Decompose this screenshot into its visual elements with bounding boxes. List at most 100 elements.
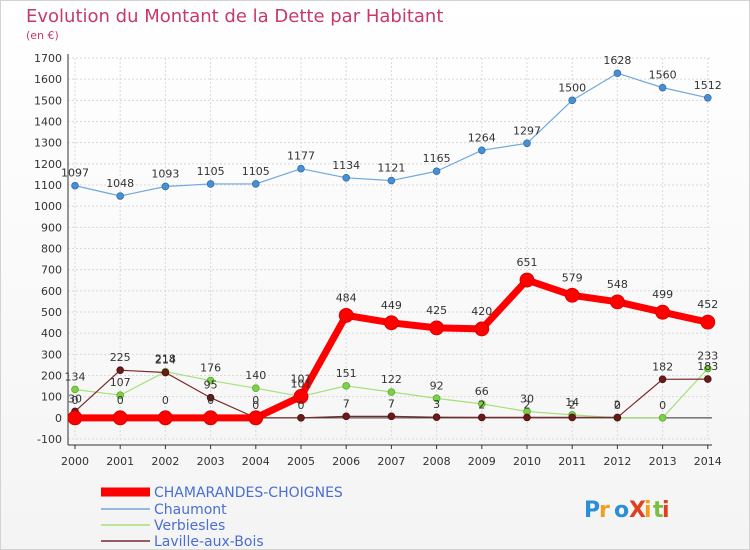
legend-label-chaumont: Chaumont [154, 502, 227, 518]
data-point [477, 413, 486, 422]
data-label: 1297 [513, 124, 541, 137]
data-point [206, 180, 215, 188]
data-label: 30 [68, 392, 82, 405]
x-tick-label: 2010 [513, 455, 541, 468]
data-label: 182 [652, 360, 673, 373]
y-tick-label: 400 [41, 327, 62, 340]
data-point [203, 410, 219, 426]
data-point [568, 96, 576, 105]
data-label: 579 [562, 271, 583, 284]
y-tick-label: 200 [41, 370, 62, 383]
data-label: 1512 [694, 79, 722, 92]
data-label: 548 [607, 278, 628, 291]
data-point [568, 413, 576, 422]
y-tick-label: 600 [41, 285, 62, 298]
y-tick-label: 1400 [34, 116, 62, 129]
data-label: 1121 [377, 162, 405, 175]
data-label: 218 [155, 353, 176, 366]
logo-letter: P [584, 498, 600, 523]
data-label: 2 [569, 398, 576, 411]
y-tick-label: 1700 [34, 52, 62, 65]
data-point [432, 413, 441, 421]
data-label: 140 [245, 369, 266, 382]
data-point [477, 146, 486, 155]
data-point [206, 376, 215, 385]
data-point [112, 410, 128, 426]
logo-letter: i [662, 498, 670, 523]
legend-label-chamarandes-choignes: CHAMARANDES-CHOIGNES [154, 485, 343, 501]
y-tick-label: 800 [41, 243, 62, 256]
x-tick-label: 2001 [106, 455, 134, 468]
x-tick-label: 2003 [197, 455, 225, 468]
data-point [519, 272, 535, 288]
series-chaumont [71, 69, 712, 200]
data-label: 0 [252, 394, 259, 407]
data-point [252, 384, 260, 393]
x-tick-label: 2005 [287, 455, 315, 468]
y-tick-label: -100 [37, 433, 62, 446]
data-point [613, 69, 622, 78]
data-point [71, 181, 79, 190]
data-label: 2 [614, 398, 621, 411]
data-point [161, 182, 170, 191]
data-label: 1264 [468, 131, 496, 144]
data-label: 425 [426, 304, 447, 317]
data-point [477, 400, 486, 408]
series-lines [67, 69, 716, 426]
data-label: 0 [298, 399, 305, 412]
data-point [383, 315, 399, 331]
x-tick-label: 2009 [468, 455, 496, 468]
data-point [71, 385, 79, 394]
y-tick-label: 1300 [34, 137, 62, 150]
data-label: 183 [697, 360, 718, 373]
data-label: 233 [697, 350, 718, 363]
logo-letter: o [614, 498, 629, 523]
y-tick-label: 1200 [34, 158, 62, 171]
data-label: 214 [155, 354, 176, 367]
data-label: 1628 [603, 54, 631, 67]
data-label: 3 [433, 398, 440, 411]
data-point [703, 375, 712, 383]
data-point [116, 391, 124, 399]
data-label: 1105 [197, 165, 225, 178]
logo-letter: r [599, 498, 610, 523]
data-label: 1165 [423, 152, 451, 165]
data-label: 0 [207, 394, 214, 407]
legend: CHAMARANDES-CHOIGNESChaumontVerbieslesLa… [101, 485, 343, 550]
data-label: 1048 [106, 177, 134, 190]
data-point [432, 167, 441, 176]
data-label: 7 [343, 397, 350, 410]
data-point [252, 180, 260, 188]
y-tick-label: 700 [41, 264, 62, 277]
y-tick-label: 1100 [34, 179, 62, 192]
data-label: 0 [659, 399, 666, 412]
data-point [655, 304, 670, 320]
data-point [387, 388, 396, 396]
data-label: 101 [291, 372, 312, 385]
data-point [387, 176, 396, 185]
data-point [67, 410, 83, 426]
y-tick-label: 300 [41, 348, 62, 361]
data-point [523, 413, 531, 422]
data-point [116, 366, 124, 375]
data-label: 1093 [151, 167, 179, 180]
data-label: 66 [475, 385, 489, 398]
data-point [429, 320, 445, 336]
data-label: 30 [520, 392, 534, 405]
data-point [703, 364, 712, 373]
data-point [248, 410, 264, 426]
data-label: 101 [291, 377, 312, 390]
x-tick-label: 2013 [649, 455, 677, 468]
data-label: 134 [65, 370, 86, 383]
data-point [297, 164, 305, 173]
data-label: 95 [204, 379, 218, 392]
y-tick-label: 500 [41, 306, 62, 319]
data-point [658, 83, 667, 92]
x-tick-label: 2011 [558, 455, 586, 468]
x-tick-label: 2004 [242, 455, 270, 468]
data-label: 225 [110, 351, 131, 364]
data-point [161, 368, 170, 377]
data-label: 0 [162, 394, 169, 407]
data-label: 7 [388, 397, 395, 410]
x-tick-label: 2006 [332, 455, 360, 468]
